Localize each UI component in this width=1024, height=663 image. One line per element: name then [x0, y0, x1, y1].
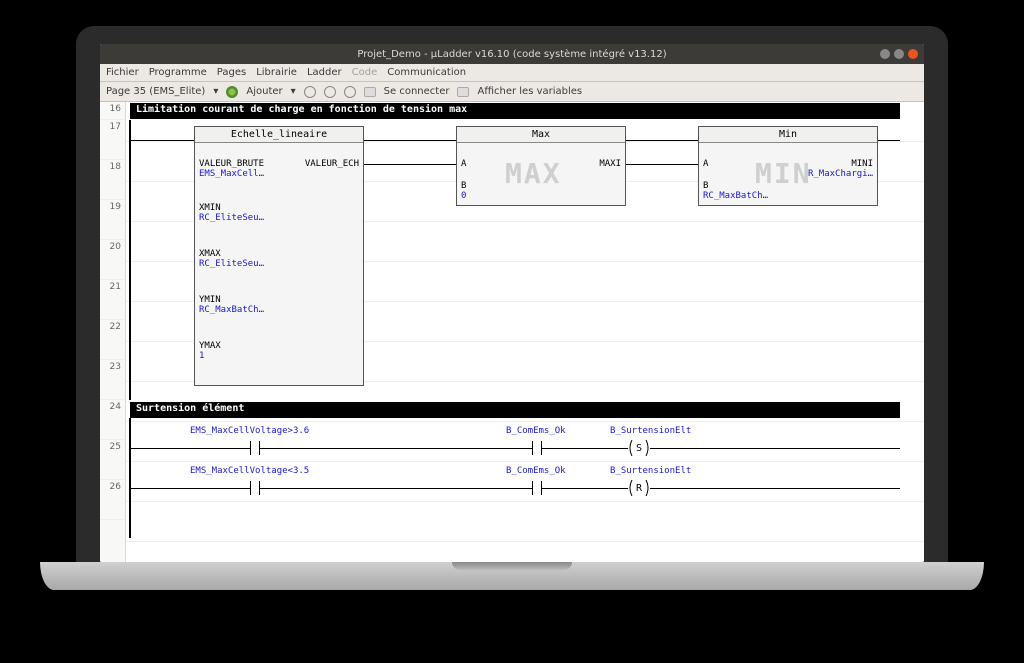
block-watermark: MAX: [505, 157, 562, 190]
page-selector[interactable]: Page 35 (EMS_Elite): [106, 86, 205, 97]
menu-fichier[interactable]: Fichier: [106, 67, 139, 78]
wire: [266, 448, 526, 449]
coil-label: B_SurtensionElt: [610, 426, 691, 436]
rung-title-2: Surtension élément: [130, 402, 900, 418]
zoom-icon[interactable]: [324, 86, 336, 98]
port-a: A: [461, 159, 466, 169]
gutter-row: 19: [100, 200, 125, 240]
contact[interactable]: [244, 481, 266, 495]
port-valeur-ech: VALEUR_ECH: [305, 159, 359, 169]
block-title: Echelle_lineaire: [195, 127, 363, 143]
gutter-row: 21: [100, 280, 125, 320]
variables-icon[interactable]: [457, 87, 469, 97]
add-button[interactable]: Ajouter: [246, 86, 282, 97]
coil-label: B_SurtensionElt: [610, 466, 691, 476]
line-gutter: 16 17 18 19 20 21 22 23 24 25 26: [100, 102, 126, 562]
wire: [131, 488, 244, 489]
rung-title-1: Limitation courant de charge en fonction…: [130, 103, 900, 119]
port-ymin: YMIN RC_MaxBatCh…: [199, 295, 264, 315]
menu-programme[interactable]: Programme: [149, 67, 207, 78]
coil-reset[interactable]: R: [628, 480, 650, 496]
port-ymax: YMAX 1: [199, 341, 221, 361]
wire: [650, 488, 900, 489]
contact-label: B_ComEms_Ok: [506, 466, 566, 476]
wire: [548, 488, 628, 489]
gutter-row: 17: [100, 120, 125, 160]
contact-label: B_ComEms_Ok: [506, 426, 566, 436]
close-icon[interactable]: [908, 49, 918, 59]
maximize-icon[interactable]: [894, 49, 904, 59]
block-title: Max: [457, 127, 625, 143]
wire: [131, 448, 244, 449]
contact-label: EMS_MaxCellVoltage<3.5: [190, 466, 309, 476]
block-min[interactable]: Min MIN A MINI R_MaxChargi… B RC_MaxBatC…: [698, 126, 878, 206]
titlebar: Projet_Demo - µLadder v16.10 (code systè…: [100, 44, 924, 64]
wire: [626, 164, 698, 165]
gutter-row: 20: [100, 240, 125, 280]
connect-button[interactable]: Se connecter: [384, 86, 450, 97]
toolbar: Page 35 (EMS_Elite) ▾ Ajouter ▾ Se conne…: [100, 82, 924, 102]
wire: [878, 140, 900, 141]
laptop-base: [40, 562, 984, 590]
port-b: B RC_MaxBatCh…: [703, 181, 768, 201]
gutter-row: 23: [100, 360, 125, 400]
gutter-row: 16: [100, 102, 125, 120]
power-rail: [129, 120, 131, 400]
gutter-row: 24: [100, 400, 125, 440]
menu-librairie[interactable]: Librairie: [256, 67, 297, 78]
contact[interactable]: [526, 481, 548, 495]
add-icon[interactable]: [226, 86, 238, 98]
port-a: A: [703, 159, 708, 169]
contact-label: EMS_MaxCellVoltage>3.6: [190, 426, 309, 436]
menu-communication[interactable]: Communication: [387, 67, 466, 78]
ladder-canvas[interactable]: Limitation courant de charge en fonction…: [126, 102, 924, 562]
zoom-icon-2[interactable]: [344, 86, 356, 98]
wire: [364, 164, 456, 165]
show-variables-button[interactable]: Afficher les variables: [477, 86, 582, 97]
gutter-row: 25: [100, 440, 125, 480]
menu-pages[interactable]: Pages: [217, 67, 246, 78]
app-window: Projet_Demo - µLadder v16.10 (code systè…: [100, 44, 924, 562]
refresh-icon[interactable]: [304, 86, 316, 98]
port-valeur-brute: VALEUR_BRUTE EMS_MaxCell…: [199, 159, 264, 179]
menubar: Fichier Programme Pages Librairie Ladder…: [100, 64, 924, 82]
workspace: 16 17 18 19 20 21 22 23 24 25 26 Limitat…: [100, 102, 924, 562]
connect-icon[interactable]: [364, 87, 376, 97]
minimize-icon[interactable]: [880, 49, 890, 59]
menu-code: Code: [352, 67, 378, 78]
contact[interactable]: [526, 441, 548, 455]
contact[interactable]: [244, 441, 266, 455]
wire: [650, 448, 900, 449]
wire: [548, 448, 628, 449]
block-max[interactable]: Max MAX A MAXI B 0: [456, 126, 626, 206]
menu-ladder[interactable]: Ladder: [307, 67, 342, 78]
wire: [131, 140, 194, 141]
gutter-row: 22: [100, 320, 125, 360]
wire: [626, 140, 698, 141]
port-xmin: XMIN RC_EliteSeu…: [199, 203, 264, 223]
window-title: Projet_Demo - µLadder v16.10 (code systè…: [357, 49, 666, 60]
gutter-row: 26: [100, 480, 125, 520]
wire: [266, 488, 526, 489]
laptop-frame: Projet_Demo - µLadder v16.10 (code systè…: [76, 26, 948, 566]
power-rail: [129, 418, 131, 538]
block-title: Min: [699, 127, 877, 143]
block-echelle-lineaire[interactable]: Echelle_lineaire VALEUR_BRUTE EMS_MaxCel…: [194, 126, 364, 386]
port-maxi: MAXI: [599, 159, 621, 169]
wire: [364, 140, 456, 141]
port-mini: MINI R_MaxChargi…: [808, 159, 873, 179]
port-xmax: XMAX RC_EliteSeu…: [199, 249, 264, 269]
coil-set[interactable]: S: [628, 440, 650, 456]
gutter-row: 18: [100, 160, 125, 200]
port-b: B 0: [461, 181, 466, 201]
